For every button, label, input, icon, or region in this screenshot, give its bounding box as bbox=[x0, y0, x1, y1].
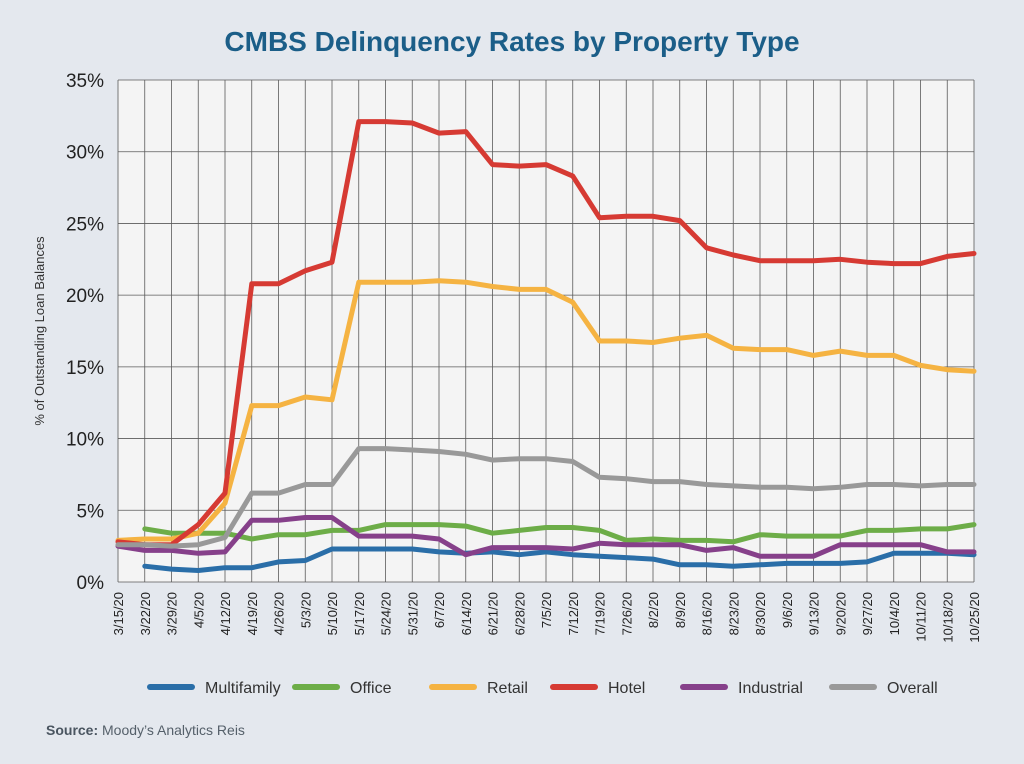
x-tick-label: 4/19/20 bbox=[245, 592, 260, 635]
x-tick-label: 3/22/20 bbox=[138, 592, 153, 635]
x-tick-label: 8/23/20 bbox=[726, 592, 741, 635]
x-tick-label: 10/25/20 bbox=[967, 592, 982, 643]
y-axis-label: % of Outstanding Loan Balances bbox=[32, 236, 47, 426]
x-tick-label: 5/24/20 bbox=[379, 592, 394, 635]
x-tick-label: 10/11/20 bbox=[914, 592, 929, 642]
x-tick-label: 4/12/20 bbox=[218, 592, 233, 635]
x-tick-label: 6/14/20 bbox=[459, 592, 474, 635]
series-line-overall bbox=[115, 446, 977, 549]
y-tick-label: 0% bbox=[77, 573, 105, 594]
y-tick-label: 5% bbox=[77, 501, 105, 522]
x-tick-label: 4/5/20 bbox=[191, 592, 206, 628]
x-tick-label: 7/12/20 bbox=[566, 592, 581, 635]
x-tick-label: 5/10/20 bbox=[325, 592, 340, 635]
x-tick-label: 6/7/20 bbox=[432, 592, 447, 628]
legend-label: Office bbox=[350, 680, 392, 697]
x-tick-label: 9/6/20 bbox=[780, 592, 795, 628]
series-line-multifamily bbox=[142, 546, 977, 573]
legend-item-overall: Overall bbox=[829, 680, 938, 697]
x-tick-label: 7/19/20 bbox=[593, 592, 608, 635]
x-tick-label: 8/16/20 bbox=[700, 592, 715, 635]
y-tick-label: 15% bbox=[66, 358, 104, 379]
series-lines bbox=[115, 119, 977, 573]
series-line-hotel bbox=[115, 119, 977, 548]
y-tick-label: 25% bbox=[66, 214, 104, 235]
x-tick-label: 5/31/20 bbox=[405, 592, 420, 635]
x-axis-ticks: 3/15/20 3/22/20 3/29/20 4/5/20 4/12/20 4/19/2… bbox=[111, 592, 982, 643]
series-line-office bbox=[142, 522, 977, 545]
x-tick-label: 5/17/20 bbox=[352, 592, 367, 635]
legend-label: Overall bbox=[887, 680, 938, 697]
legend-item-office: Office bbox=[292, 680, 392, 697]
x-tick-label: 9/13/20 bbox=[807, 592, 822, 635]
x-tick-label: 7/26/20 bbox=[619, 592, 634, 635]
x-tick-label: 8/2/20 bbox=[646, 592, 661, 628]
legend-item-hotel: Hotel bbox=[550, 680, 645, 697]
legend-label: Hotel bbox=[608, 680, 645, 697]
y-tick-label: 20% bbox=[66, 286, 104, 307]
y-tick-label: 35% bbox=[66, 71, 104, 92]
legend-label: Industrial bbox=[738, 680, 803, 697]
x-tick-label: 6/21/20 bbox=[486, 592, 501, 635]
x-tick-label: 10/18/20 bbox=[940, 592, 955, 643]
y-tick-label: 30% bbox=[66, 143, 104, 164]
source-label: Source: bbox=[46, 722, 99, 738]
legend-item-retail: Retail bbox=[429, 680, 528, 697]
x-tick-label: 3/15/20 bbox=[111, 592, 126, 635]
legend-label: Retail bbox=[487, 680, 528, 697]
x-tick-label: 3/29/20 bbox=[165, 592, 180, 635]
legend-label: Multifamily bbox=[205, 680, 281, 697]
x-tick-label: 7/5/20 bbox=[539, 592, 554, 628]
legend-item-multifamily: Multifamily bbox=[147, 680, 281, 697]
source-text: Moody’s Analytics Reis bbox=[102, 722, 245, 738]
x-tick-label: 8/30/20 bbox=[753, 592, 768, 635]
x-tick-label: 5/3/20 bbox=[298, 592, 313, 628]
x-tick-label: 8/9/20 bbox=[673, 592, 688, 628]
x-tick-label: 4/26/20 bbox=[272, 592, 287, 635]
chart-title: CMBS Delinquency Rates by Property Type bbox=[224, 26, 800, 57]
x-tick-label: 10/4/20 bbox=[887, 592, 902, 635]
x-tick-label: 6/28/20 bbox=[512, 592, 527, 635]
legend-item-industrial: Industrial bbox=[680, 680, 803, 697]
x-tick-label: 9/27/20 bbox=[860, 592, 875, 635]
source-note: Source: Moody’s Analytics Reis bbox=[46, 722, 245, 738]
y-axis-ticks: 0% 5% 10% 15% 20% 25% 30% 35% bbox=[66, 71, 104, 594]
x-tick-label: 9/20/20 bbox=[833, 592, 848, 635]
series-line-industrial bbox=[115, 515, 977, 559]
series-line-retail bbox=[115, 278, 977, 543]
gridlines bbox=[117, 79, 975, 583]
y-tick-label: 10% bbox=[66, 430, 104, 451]
legend: Multifamily Office Retail Hotel Industrial Ov… bbox=[147, 680, 938, 697]
